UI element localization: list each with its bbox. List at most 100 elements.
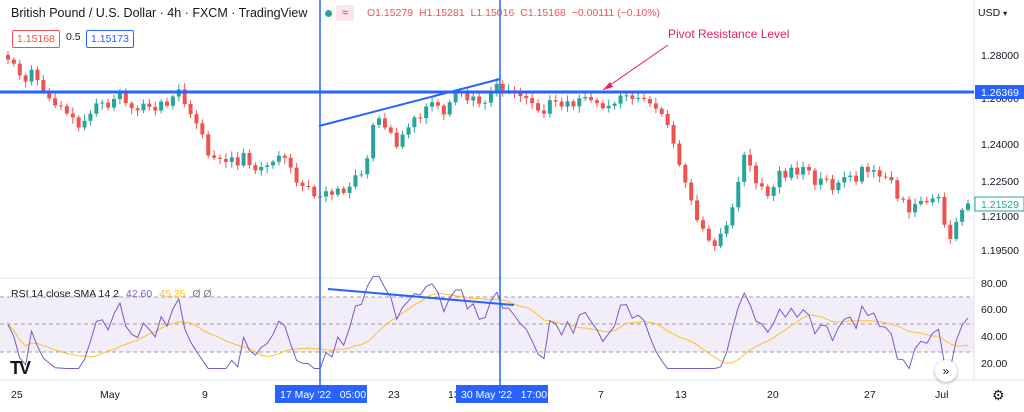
candle-body xyxy=(524,96,529,99)
time-label: 25 xyxy=(11,389,23,401)
scroll-right-icon[interactable]: » xyxy=(935,360,957,382)
candle-body xyxy=(394,132,399,147)
candle-body xyxy=(865,166,870,172)
candle-body xyxy=(88,113,93,121)
candle-body xyxy=(801,166,806,175)
candle-body xyxy=(341,188,346,193)
candle-body xyxy=(76,117,81,128)
candle-body xyxy=(271,161,276,166)
rsi-sma-line xyxy=(7,292,969,364)
price-tick: 1.28000 xyxy=(981,50,1019,62)
candle-body xyxy=(671,124,676,144)
annotation-arrow[interactable] xyxy=(602,44,669,91)
price-tick: 1.19500 xyxy=(981,245,1019,257)
candle-body xyxy=(559,101,564,107)
rsi-name: RSI 14 close SMA 14 2 xyxy=(11,288,119,300)
candle-body xyxy=(759,183,764,187)
high-value: H1.15281 xyxy=(419,7,465,19)
candle-body xyxy=(418,117,423,119)
price-tick: 1.22500 xyxy=(981,176,1019,188)
candle-body xyxy=(435,102,440,106)
candle-body xyxy=(907,199,912,213)
symbol-title[interactable]: British Pound / U.S. Dollar · 4h · FXCM … xyxy=(11,6,308,20)
buy-price-button[interactable]: 1.15173 xyxy=(86,30,134,48)
open-value: O1.15279 xyxy=(367,7,414,19)
rsi-legend[interactable]: RSI 14 close SMA 14 2 42.60 45.25 Ø Ø xyxy=(11,288,212,300)
time-label: 27 xyxy=(864,389,876,401)
candle-body xyxy=(889,177,894,181)
candle-body xyxy=(165,101,170,106)
candle-body xyxy=(53,98,58,106)
candle-body xyxy=(818,178,823,185)
candle-body xyxy=(966,203,970,210)
candle-body xyxy=(447,102,452,115)
candle-body xyxy=(565,101,570,107)
currency-selector[interactable]: USD ▾ xyxy=(978,7,1007,19)
candle-body xyxy=(677,143,682,165)
candle-body xyxy=(483,102,488,104)
rsi-tick: 40.00 xyxy=(981,331,1007,343)
candle-body xyxy=(265,165,270,167)
pivot-price-label: 1.26369 xyxy=(981,87,1019,99)
candle-body xyxy=(494,83,499,92)
candle-body xyxy=(883,176,888,178)
ohlc-values: O1.15279 H1.15281 L1.15016 C1.15168 −0.0… xyxy=(367,7,663,19)
candle-body xyxy=(912,204,917,213)
time-label: 13 xyxy=(675,389,687,401)
candle-body xyxy=(659,108,664,114)
candle-body xyxy=(147,103,152,107)
candle-body xyxy=(47,92,52,99)
price-trendline[interactable] xyxy=(318,78,501,127)
candle-body xyxy=(6,55,10,60)
rsi-trendline[interactable] xyxy=(327,288,515,306)
candle-body xyxy=(159,101,164,111)
price-tick: 1.21000 xyxy=(981,211,1019,223)
sell-price-button[interactable]: 1.15168 xyxy=(12,30,60,48)
tradingview-logo-icon[interactable]: TV xyxy=(10,358,31,378)
candle-body xyxy=(541,110,546,114)
candle-body xyxy=(212,155,217,158)
candle-body xyxy=(854,175,859,182)
candle-body xyxy=(229,157,234,162)
candle-body xyxy=(388,127,393,133)
candle-body xyxy=(848,175,853,178)
time-label: 7 xyxy=(598,389,604,401)
candle-body xyxy=(129,103,134,109)
candle-body xyxy=(583,96,588,99)
candle-body xyxy=(895,180,900,199)
candle-body xyxy=(824,178,829,180)
candle-body xyxy=(241,152,246,166)
candle-body xyxy=(365,158,370,175)
time-label: 20 xyxy=(767,389,779,401)
candle-body xyxy=(453,92,458,103)
time-label: 23 xyxy=(388,389,400,401)
pivot-annotation-text[interactable]: Pivot Resistance Level xyxy=(668,27,789,41)
candle-body xyxy=(206,134,211,156)
gear-icon[interactable]: ⚙ xyxy=(992,387,1005,403)
candle-body xyxy=(653,103,658,109)
candle-body xyxy=(753,165,758,184)
wave-icon[interactable]: ≈ xyxy=(336,5,354,21)
candle-body xyxy=(612,103,617,106)
candle-body xyxy=(765,186,770,196)
candle-body xyxy=(100,102,105,104)
candle-body xyxy=(377,118,382,125)
candle-body xyxy=(683,164,688,183)
currency-label: USD xyxy=(978,7,1001,19)
rsi-line xyxy=(7,275,969,370)
candle-body xyxy=(294,167,299,183)
price-tick: 1.24000 xyxy=(981,139,1019,151)
candle-body xyxy=(59,105,64,107)
candle-body xyxy=(329,191,334,195)
market-status-dot-icon[interactable] xyxy=(325,10,332,17)
low-value: L1.15016 xyxy=(470,7,515,19)
candle-body xyxy=(94,103,99,114)
candle-body xyxy=(624,95,629,97)
candle-body xyxy=(877,170,882,177)
time-cursor-label-1: 17 May '22 05:00 xyxy=(280,389,366,401)
candle-body xyxy=(830,179,835,191)
time-label: 13 xyxy=(448,389,460,401)
candle-body xyxy=(924,200,929,203)
